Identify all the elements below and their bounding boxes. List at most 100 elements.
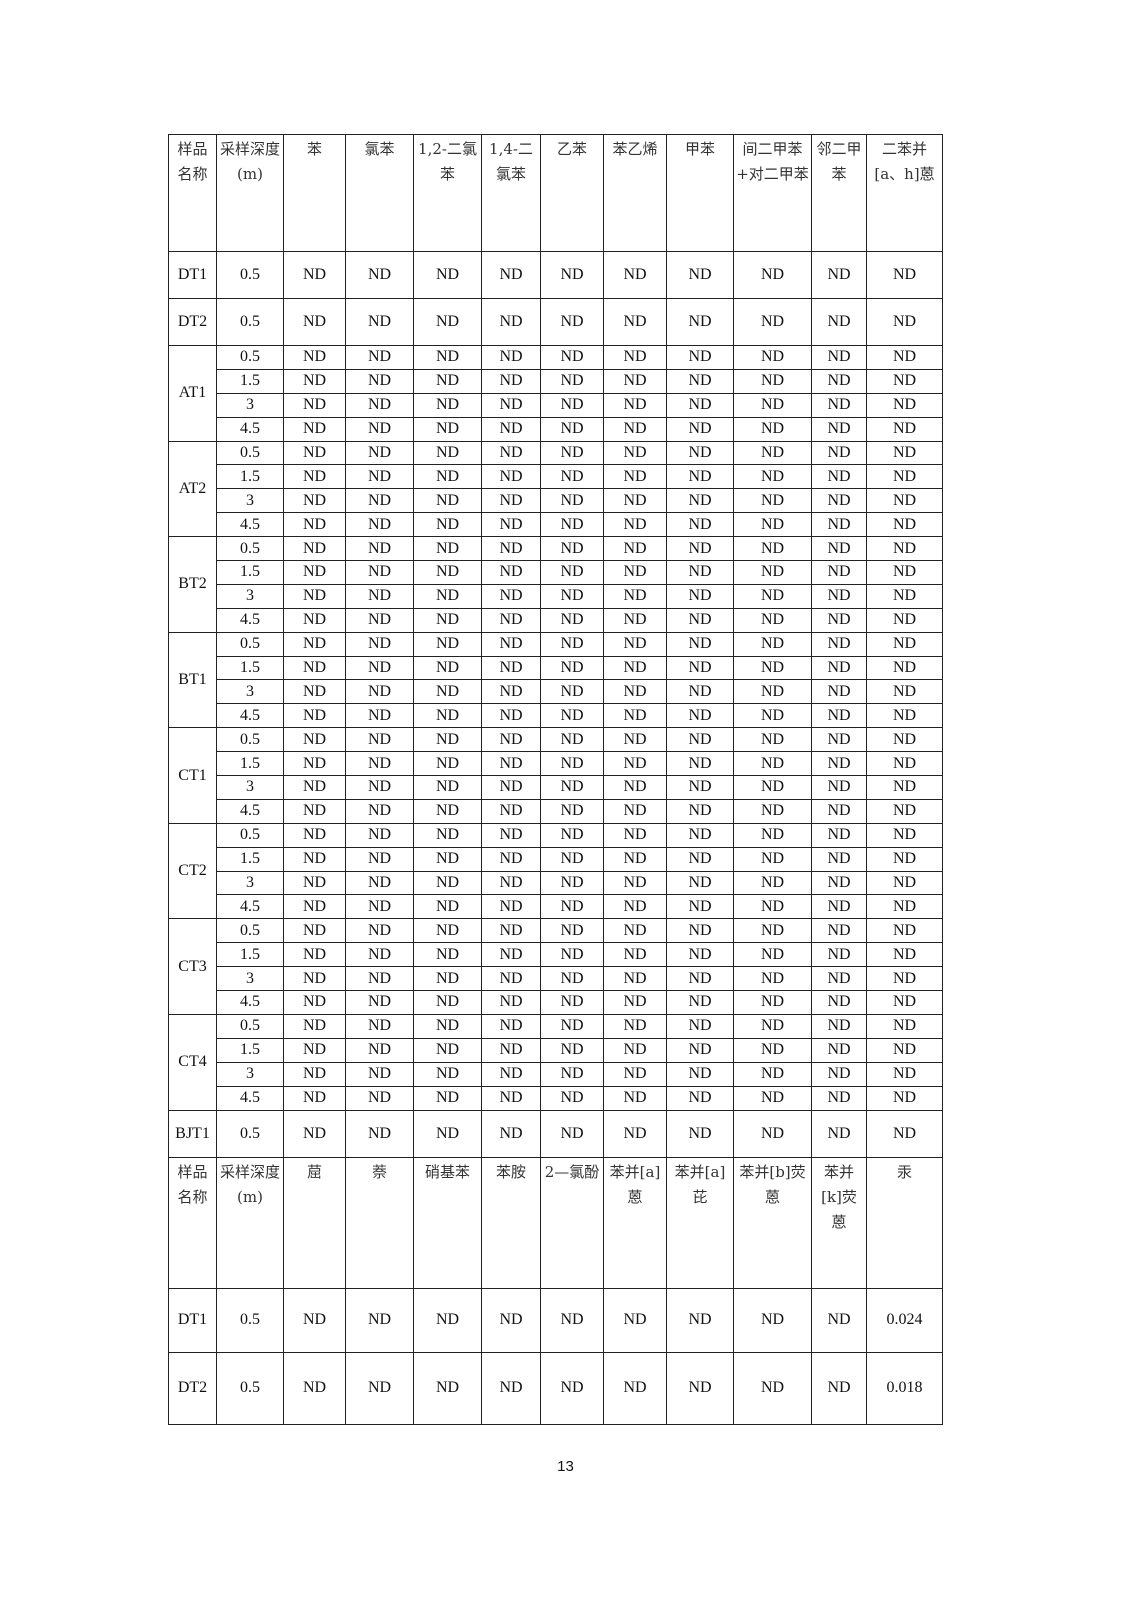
value-cell: ND	[413, 870, 482, 896]
value-cell: ND	[666, 918, 734, 944]
value-cell: ND	[603, 631, 667, 657]
depth-cell: 4.5	[216, 512, 284, 538]
value-cell: ND	[811, 870, 867, 896]
value-cell: ND	[811, 345, 867, 370]
depth-cell: 3	[216, 1061, 284, 1087]
value-cell: ND	[540, 1061, 604, 1087]
value-cell: ND	[603, 536, 667, 562]
depth-cell: 0.5	[216, 727, 284, 753]
depth-cell: 0.5	[216, 1287, 284, 1353]
value-cell: ND	[866, 727, 943, 753]
value-cell: ND	[345, 440, 414, 466]
value-cell: ND	[481, 416, 541, 442]
table-row: CT3 0.5 ND ND ND ND ND ND ND ND ND ND	[168, 918, 943, 1015]
value-cell: ND	[733, 536, 812, 562]
table-row: AT1 0.5 ND ND ND ND ND ND ND ND ND ND	[168, 345, 943, 442]
value-cell: ND	[540, 560, 604, 585]
value-cell: ND	[345, 512, 414, 538]
value-cell: ND	[811, 416, 867, 442]
sample-name-cell: DT2	[168, 298, 217, 346]
value-cell: ND	[481, 942, 541, 968]
column-header: 苯胺	[481, 1156, 541, 1289]
depth-cell: 1.5	[216, 942, 284, 968]
value-cell: ND	[866, 440, 943, 466]
table-row: CT1 0.5 ND ND ND ND ND ND ND ND ND ND	[168, 727, 943, 824]
value-cell: ND	[811, 1109, 867, 1158]
column-header: 汞	[866, 1156, 943, 1289]
value-cell: ND	[733, 392, 812, 418]
column-header: 甲苯	[666, 134, 734, 252]
value-cell: ND	[283, 822, 346, 848]
depth-cell: 0.5	[216, 918, 284, 944]
value-cell: ND	[666, 798, 734, 824]
value-cell: ND	[283, 918, 346, 944]
value-cell: ND	[666, 512, 734, 538]
value-cell: ND	[811, 1037, 867, 1063]
value-cell: ND	[481, 1061, 541, 1087]
value-cell: ND	[811, 440, 867, 466]
value-cell: ND	[540, 1037, 604, 1063]
value-cell: ND	[603, 822, 667, 848]
sample-name-cell: CT2	[168, 822, 217, 920]
value-cell: ND	[481, 775, 541, 800]
value-cell: ND	[666, 1037, 734, 1063]
value-cell: ND	[866, 918, 943, 944]
value-cell: ND	[811, 703, 867, 729]
value-cell: ND	[811, 942, 867, 968]
value-cell: ND	[811, 894, 867, 920]
value-cell: ND	[283, 751, 346, 777]
value-cell: ND	[603, 368, 667, 394]
value-cell: ND	[283, 392, 346, 418]
depth-cell: 1.5	[216, 1037, 284, 1063]
value-cell: ND	[603, 488, 667, 514]
table-row: BT2 0.5 ND ND ND ND ND ND ND ND ND ND	[168, 536, 943, 633]
value-cell: ND	[540, 655, 604, 681]
value-cell: ND	[283, 368, 346, 394]
value-cell: ND	[603, 1037, 667, 1063]
value-cell: ND	[811, 368, 867, 394]
value-cell: ND	[666, 536, 734, 562]
depth-cell: 1.5	[216, 655, 284, 681]
value-cell: ND	[283, 1287, 346, 1353]
results-table: 样品名称 采样深度(m) 苯氯苯 1,2-二氯苯 1,4-二氯苯 乙苯 苯乙烯 甲苯 间二甲苯+…	[168, 134, 943, 1425]
depth-cell: 4.5	[216, 703, 284, 729]
value-cell: ND	[733, 251, 812, 299]
value-cell: ND	[540, 345, 604, 370]
value-cell: ND	[540, 894, 604, 920]
value-cell: ND	[345, 1085, 414, 1111]
value-cell: ND	[413, 1061, 482, 1087]
value-cell: ND	[603, 251, 667, 299]
value-cell: ND	[666, 298, 734, 346]
value-cell: ND	[413, 512, 482, 538]
value-cell: ND	[283, 727, 346, 753]
value-cell: ND	[345, 251, 414, 299]
value-cell: ND	[283, 679, 346, 705]
value-cell: ND	[733, 1287, 812, 1353]
value-cell: ND	[481, 1037, 541, 1063]
value-cell: ND	[866, 1013, 943, 1039]
column-header: 苯并[a]芘	[666, 1156, 734, 1289]
value-cell: ND	[866, 775, 943, 800]
value-cell: ND	[345, 846, 414, 872]
table-row: 1.5 ND ND ND ND ND ND ND ND ND ND	[169, 464, 943, 490]
value-cell: ND	[733, 1013, 812, 1039]
value-cell: ND	[540, 607, 604, 633]
value-cell: ND	[283, 583, 346, 609]
value-cell: ND	[413, 1037, 482, 1063]
value-cell: ND	[481, 512, 541, 538]
value-cell: ND	[603, 703, 667, 729]
table-row: 3 ND ND ND ND ND ND ND ND ND ND	[169, 966, 943, 992]
sample-name-cell: AT1	[168, 345, 217, 442]
value-cell: ND	[811, 392, 867, 418]
value-cell: ND	[413, 1085, 482, 1111]
value-cell: ND	[666, 655, 734, 681]
value-cell: ND	[666, 966, 734, 992]
value-cell: ND	[283, 345, 346, 370]
depth-cell: 0.5	[216, 440, 284, 466]
value-cell: ND	[866, 990, 943, 1015]
value-cell: ND	[413, 894, 482, 920]
value-cell: ND	[733, 464, 812, 490]
value-cell: ND	[345, 655, 414, 681]
table-row: DT1 0.5 ND ND ND ND ND ND ND ND ND 0.024	[168, 1287, 943, 1353]
table-row: 4.5 ND ND ND ND ND ND ND ND ND ND	[169, 990, 943, 1015]
